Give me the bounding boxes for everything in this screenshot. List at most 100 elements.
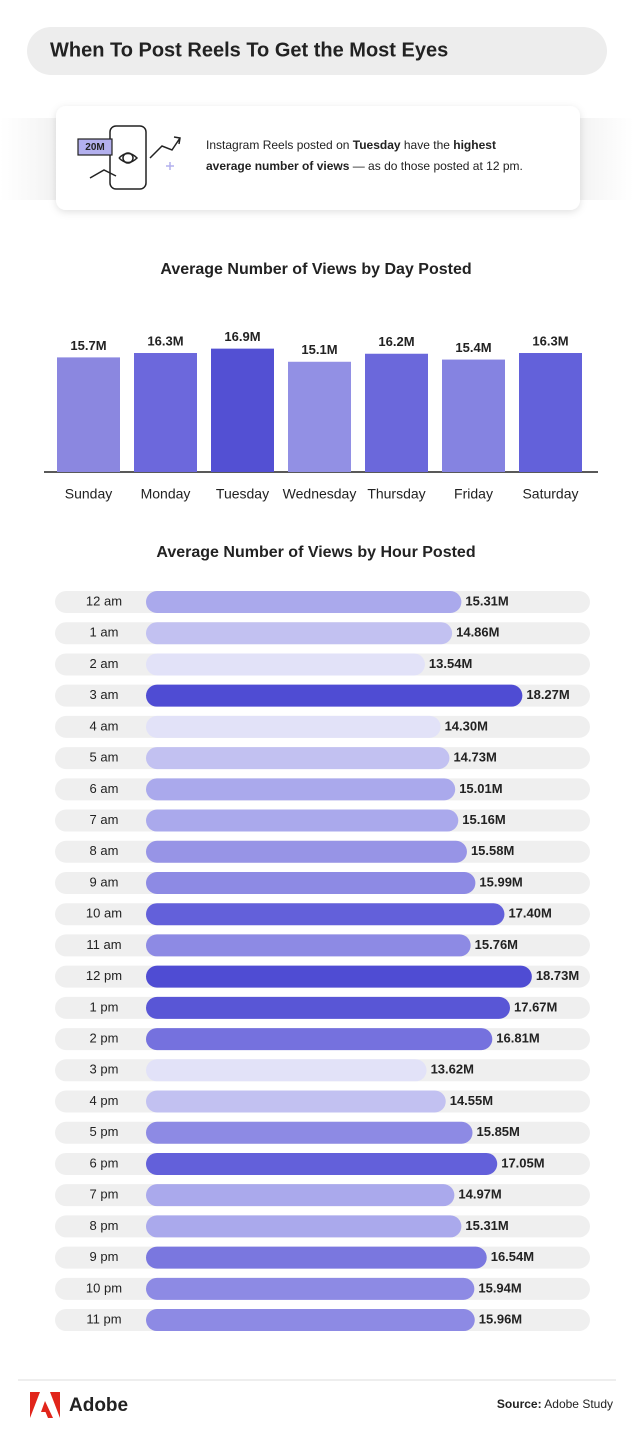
bar: [146, 1215, 462, 1238]
y-tick-label: 8 pm: [90, 1218, 119, 1233]
bar: [146, 684, 523, 707]
value-label: 15.01M: [459, 781, 502, 796]
y-tick-label: 8 am: [90, 843, 119, 858]
y-tick-label: 3 pm: [90, 1062, 119, 1077]
value-label: 16.54M: [491, 1249, 534, 1264]
bar: [146, 809, 459, 832]
bar: [146, 1059, 427, 1082]
y-tick-label: 9 pm: [90, 1249, 119, 1264]
bar: [146, 591, 462, 613]
value-label: 16.3M: [532, 333, 568, 348]
y-tick-label: 10 am: [86, 906, 122, 921]
y-tick-label: 12 am: [86, 593, 122, 608]
value-label: 15.99M: [479, 874, 522, 889]
bar: [57, 357, 120, 472]
badge-text: 20M: [85, 142, 104, 153]
callout-line: average number of views — as do those po…: [206, 159, 523, 173]
bar: [146, 778, 456, 801]
value-label: 18.73M: [536, 968, 579, 983]
callout-run: highest: [453, 138, 496, 152]
y-tick-label: 1 pm: [90, 999, 119, 1014]
y-tick-label: 2 pm: [90, 1031, 119, 1046]
value-label: 17.40M: [508, 906, 551, 921]
value-label: 15.94M: [478, 1280, 521, 1295]
y-tick-label: 9 am: [90, 874, 119, 889]
chart-title: Average Number of Views by Day Posted: [160, 261, 471, 278]
y-tick-label: 6 am: [90, 781, 119, 796]
bar: [146, 871, 476, 894]
bar: [146, 1028, 493, 1051]
source: Source: Adobe Study: [497, 1397, 613, 1411]
value-label: 17.05M: [501, 1155, 544, 1170]
x-tick-label: Saturday: [522, 486, 578, 502]
bar: [288, 361, 351, 472]
value-label: 18.27M: [526, 687, 569, 702]
brand-logo: [30, 1392, 60, 1418]
callout-run: — as do those posted at 12 pm.: [349, 159, 522, 173]
value-label: 16.9M: [224, 329, 260, 344]
value-label: 17.67M: [514, 999, 557, 1014]
bar: [146, 1277, 475, 1300]
value-label: 15.7M: [70, 338, 106, 353]
bar: [146, 1309, 475, 1332]
x-tick-label: Monday: [141, 486, 191, 502]
y-tick-label: 2 am: [90, 656, 119, 671]
bar: [519, 353, 582, 472]
y-tick-label: 10 pm: [86, 1280, 122, 1295]
badge: [77, 138, 113, 156]
bar: [134, 353, 197, 472]
chart-title: Average Number of Views by Hour Posted: [156, 544, 475, 561]
value-label: 15.31M: [465, 1218, 508, 1233]
bar: [146, 903, 505, 926]
bar: [442, 359, 505, 472]
source-label: Source:: [497, 1397, 542, 1411]
y-tick-label: 12 pm: [86, 968, 122, 983]
bar: [146, 1184, 455, 1207]
bar: [146, 622, 453, 645]
bar: [146, 1121, 473, 1144]
y-tick-label: 1 am: [90, 625, 119, 640]
bar: [146, 715, 441, 738]
value-label: 15.4M: [455, 340, 491, 355]
value-label: 15.1M: [301, 342, 337, 357]
bar: [146, 934, 471, 957]
y-tick-label: 7 am: [90, 812, 119, 827]
callout-icon: [89, 125, 181, 190]
y-tick-label: 4 am: [90, 718, 119, 733]
callout-card: [56, 106, 580, 210]
source-name: Adobe Study: [544, 1397, 613, 1411]
value-label: 14.73M: [453, 750, 496, 765]
brand-name: Adobe: [69, 1395, 128, 1416]
value-label: 15.85M: [477, 1124, 520, 1139]
value-label: 15.58M: [471, 843, 514, 858]
value-label: 13.54M: [429, 656, 472, 671]
y-tick-label: 11 pm: [86, 1311, 121, 1326]
y-tick-label: 5 pm: [90, 1124, 119, 1139]
value-label: 16.2M: [378, 334, 414, 349]
bar: [146, 1152, 498, 1175]
x-tick-label: Sunday: [65, 486, 112, 502]
x-tick-label: Wednesday: [283, 486, 357, 502]
callout-line: Instagram Reels posted on Tuesday have t…: [206, 138, 496, 152]
value-label: 16.3M: [147, 333, 183, 348]
x-tick-label: Friday: [454, 486, 493, 502]
y-tick-label: 3 am: [90, 687, 119, 702]
x-tick-label: Thursday: [367, 486, 425, 502]
bar: [146, 1090, 446, 1113]
value-label: 14.86M: [456, 625, 499, 640]
bar: [146, 996, 511, 1019]
page-title: When To Post Reels To Get the Most Eyes: [50, 39, 448, 61]
value-label: 15.16M: [462, 812, 505, 827]
callout-run: average number of views: [206, 159, 350, 173]
y-tick-label: 5 am: [90, 750, 119, 765]
value-label: 14.55M: [450, 1093, 493, 1108]
bar: [146, 840, 467, 863]
value-label: 14.97M: [458, 1187, 501, 1202]
title-pill: [27, 27, 607, 75]
value-label: 15.96M: [479, 1311, 522, 1326]
bar: [146, 1246, 487, 1269]
value-label: 15.31M: [465, 593, 508, 608]
callout-run: Tuesday: [353, 138, 401, 152]
y-tick-label: 6 pm: [90, 1155, 119, 1170]
callout-run: have the: [401, 138, 454, 152]
